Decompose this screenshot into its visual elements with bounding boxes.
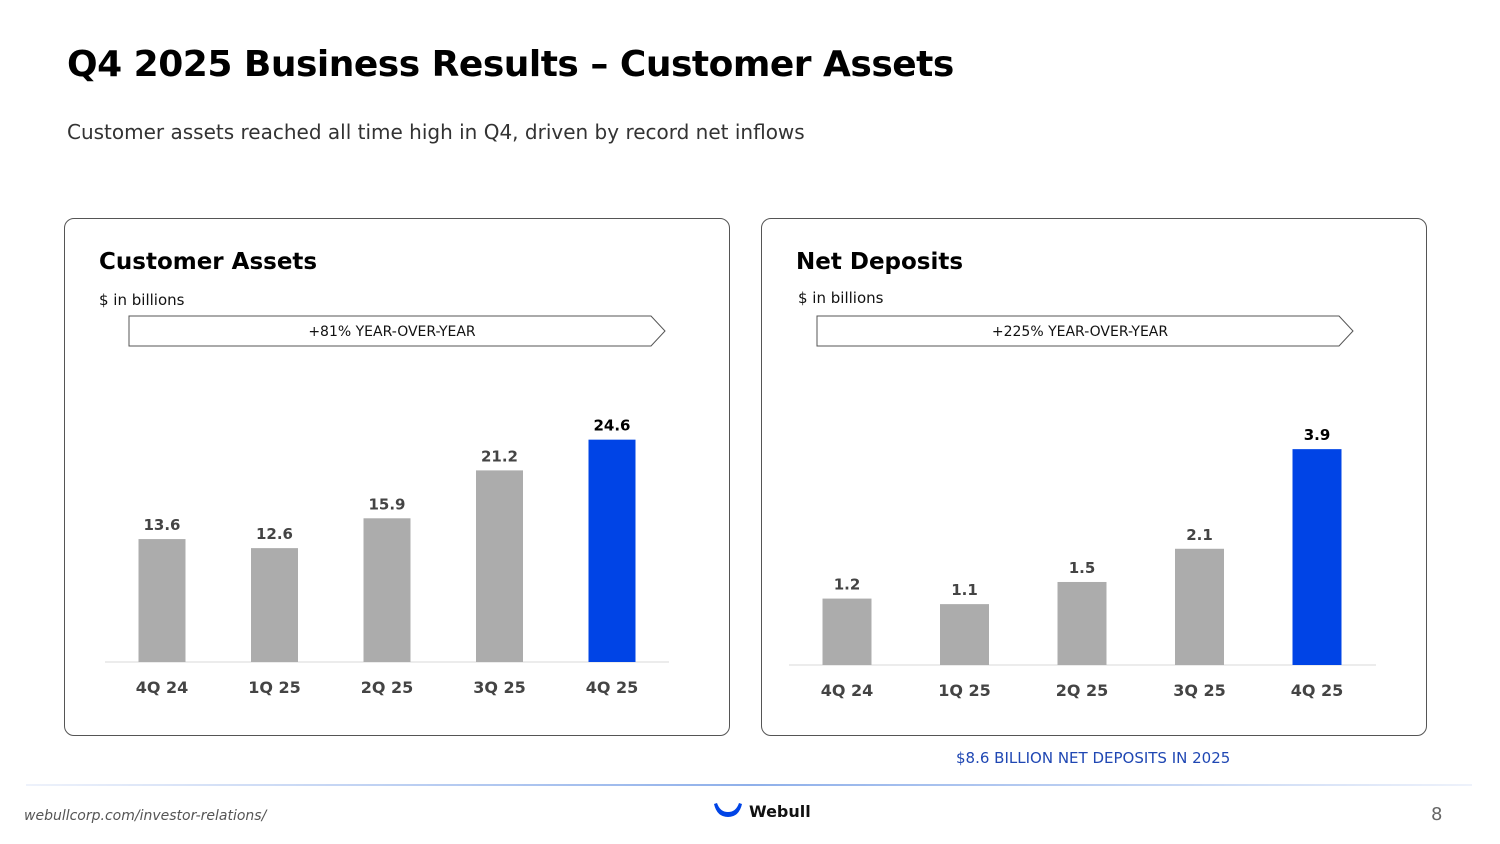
net-deposits-bar	[940, 604, 989, 665]
webull-logo-text: Webull	[749, 801, 811, 821]
customer-assets-bar	[588, 439, 636, 662]
net-deposits-value-label: 1.2	[834, 576, 861, 594]
net-deposits-bar	[1175, 548, 1224, 665]
page-title: Q4 2025 Business Results – Customer Asse…	[67, 44, 954, 85]
customer-assets-bar	[138, 539, 186, 662]
customer-assets-category-label: 4Q 24	[136, 678, 189, 697]
net-deposits-panel: Net Deposits $ in billions +225% YEAR-OV…	[761, 218, 1427, 736]
customer-assets-banner-arrow	[128, 315, 666, 347]
customer-assets-bar	[251, 548, 298, 662]
customer-assets-value-label: 12.6	[256, 525, 293, 543]
net-deposits-value-label: 2.1	[1186, 526, 1213, 544]
customer-assets-banner-text: +81% YEAR-OVER-YEAR	[308, 324, 476, 340]
net-deposits-value-label: 1.5	[1069, 559, 1096, 577]
page-number: 8	[1431, 804, 1443, 825]
net-deposits-bar	[822, 598, 872, 665]
net-deposits-annual-note: $8.6 BILLION NET DEPOSITS IN 2025	[956, 749, 1231, 767]
customer-assets-category-label: 4Q 25	[586, 678, 639, 697]
customer-assets-value-label: 15.9	[368, 495, 405, 513]
customer-assets-panel: Customer Assets $ in billions +81% YEAR-…	[64, 218, 730, 736]
customer-assets-value-label: 13.6	[143, 516, 180, 534]
customer-assets-bar	[476, 470, 523, 662]
net-deposits-category-label: 2Q 25	[1056, 681, 1109, 700]
net-deposits-chart: +225% YEAR-OVER-YEAR 1.2 4Q 24 1.1 1Q 25 1.5 2…	[789, 315, 1376, 700]
customer-assets-title: Customer Assets	[99, 249, 318, 275]
investor-relations-link[interactable]: webullcorp.com/investor-relations/	[24, 808, 267, 824]
customer-assets-chart: +81% YEAR-OVER-YEAR 13.6 4Q 24 12.6 1Q 25 15.…	[105, 315, 669, 697]
customer-assets-units: $ in billions	[99, 291, 185, 309]
net-deposits-value-label: 1.1	[951, 581, 978, 599]
footer-divider	[26, 784, 1472, 786]
net-deposits-value-label: 3.9	[1304, 426, 1331, 444]
net-deposits-banner-text: +225% YEAR-OVER-YEAR	[992, 324, 1169, 340]
customer-assets-bar	[363, 518, 411, 662]
net-deposits-category-label: 3Q 25	[1173, 681, 1226, 700]
webull-logo: Webull	[713, 801, 811, 821]
customer-assets-category-label: 2Q 25	[361, 678, 414, 697]
net-deposits-category-label: 4Q 25	[1291, 681, 1344, 700]
customer-assets-category-label: 3Q 25	[473, 678, 526, 697]
customer-assets-category-label: 1Q 25	[248, 678, 301, 697]
net-deposits-banner-arrow	[816, 315, 1354, 347]
net-deposits-title: Net Deposits	[796, 249, 964, 275]
net-deposits-bar	[1292, 449, 1342, 665]
customer-assets-value-label: 21.2	[481, 447, 518, 465]
net-deposits-units: $ in billions	[798, 289, 884, 307]
net-deposits-category-label: 4Q 24	[821, 681, 874, 700]
net-deposits-category-label: 1Q 25	[938, 681, 991, 700]
webull-logo-icon	[714, 803, 742, 817]
customer-assets-value-label: 24.6	[593, 417, 630, 435]
page-subtitle: Customer assets reached all time high in…	[67, 120, 805, 144]
net-deposits-bar	[1057, 581, 1107, 665]
